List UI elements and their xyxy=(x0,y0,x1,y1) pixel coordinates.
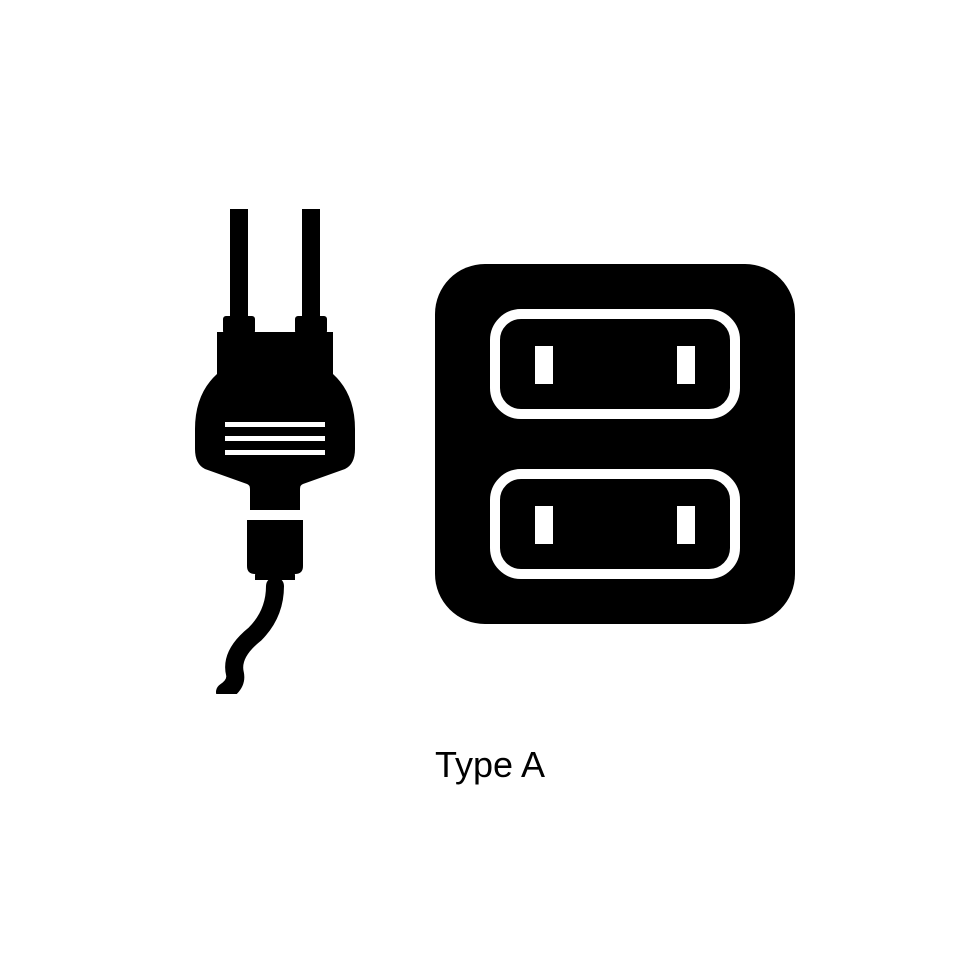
plug-icon xyxy=(175,194,375,694)
plug-outlet-diagram xyxy=(175,194,805,694)
outlet-icon xyxy=(425,254,805,634)
plug-type-label: Type A xyxy=(435,744,545,786)
